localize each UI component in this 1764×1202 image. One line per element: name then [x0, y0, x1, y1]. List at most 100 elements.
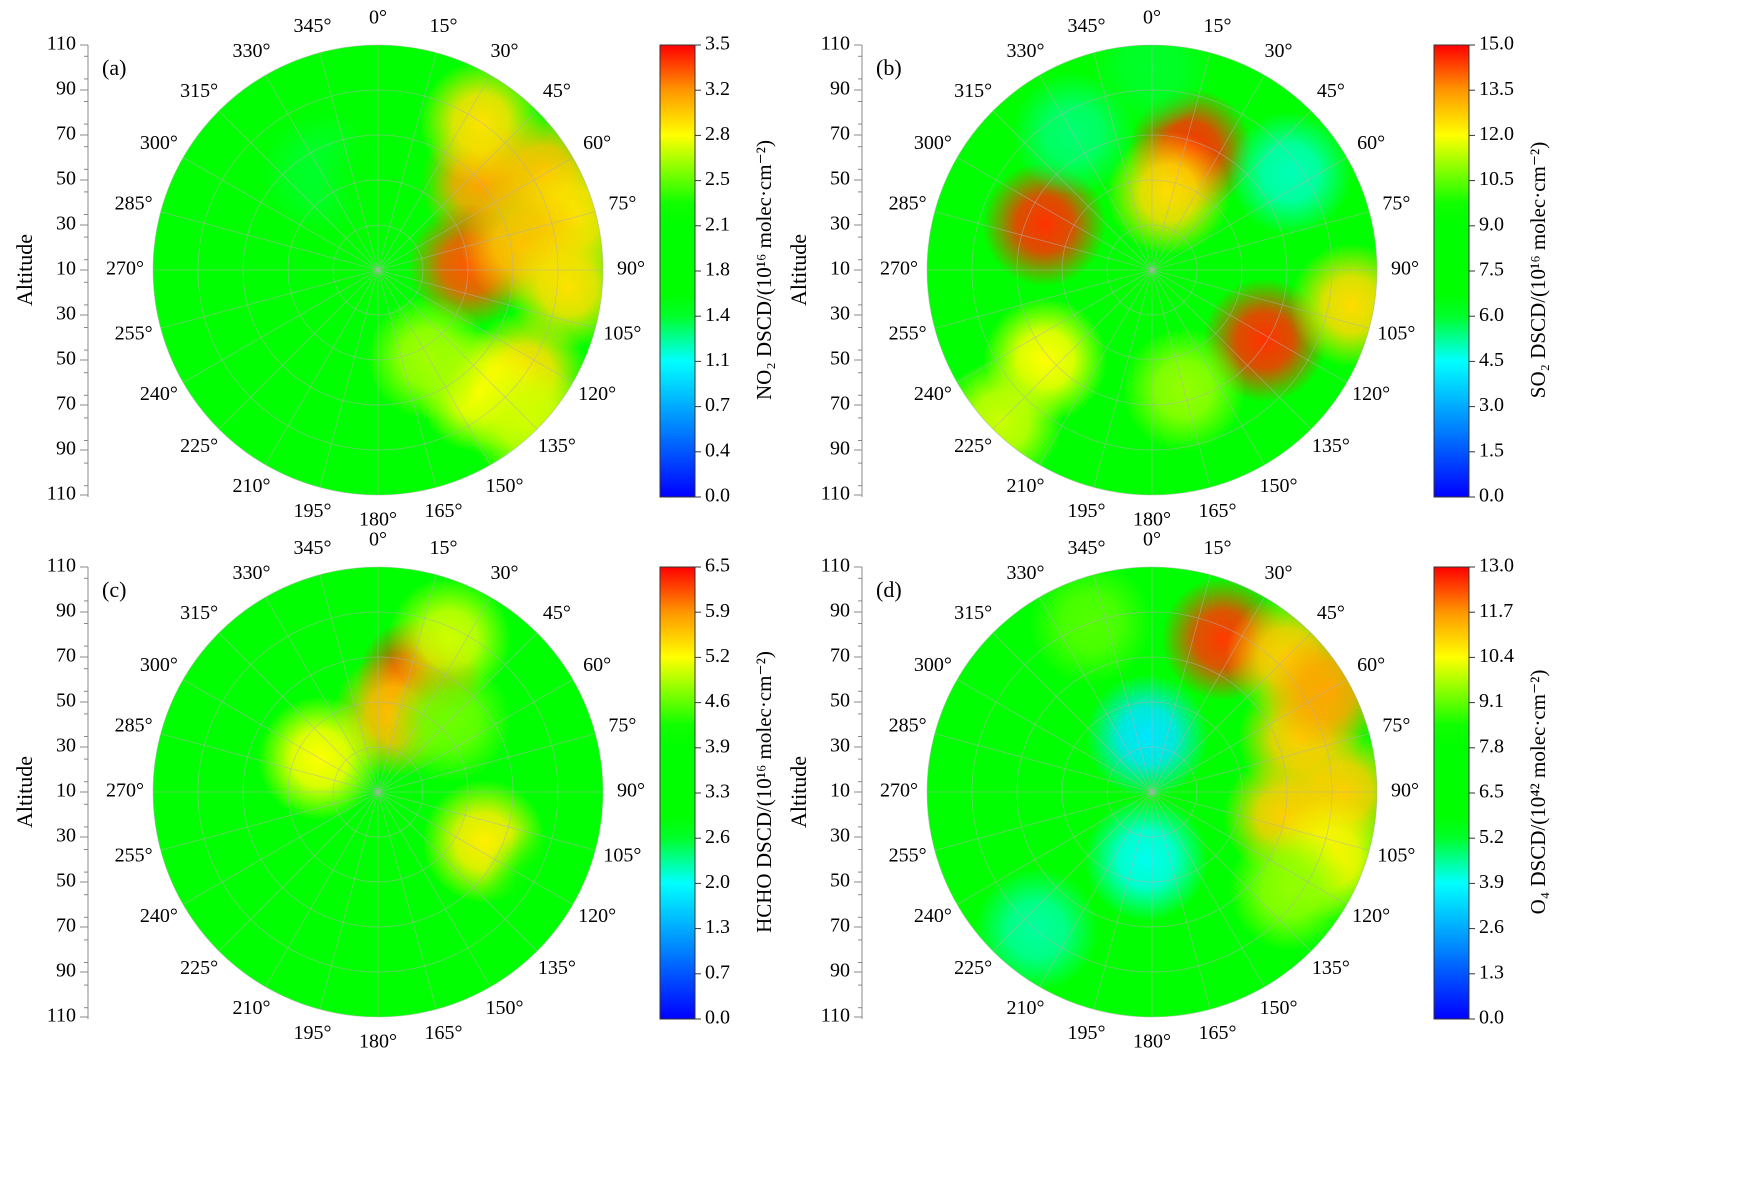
colorbar-tick-label: 5.2 — [1479, 826, 1504, 848]
colorbar-tick-label: 1.1 — [705, 349, 730, 371]
colorbar-tick-label: 7.5 — [1479, 259, 1504, 281]
angle-label: 135° — [538, 435, 576, 457]
angle-label: 270° — [106, 780, 144, 802]
angle-label: 120° — [1352, 383, 1390, 405]
panel-label: (b) — [876, 55, 902, 80]
colorbar-tick-label: 3.5 — [705, 33, 730, 55]
grid-spoke — [377, 791, 596, 851]
grid-spoke — [1039, 74, 1153, 271]
angle-label: 180° — [1133, 509, 1171, 531]
grid-spoke — [377, 679, 574, 793]
grid-spoke — [319, 269, 379, 488]
angle-label: 60° — [583, 654, 611, 676]
colorbar-tick-label: 1.8 — [705, 259, 730, 281]
r-tick-label: 110 — [47, 555, 76, 577]
grid-spoke — [265, 269, 379, 466]
angle-label: 210° — [233, 997, 271, 1019]
angle-label: 195° — [294, 500, 332, 522]
angle-label: 75° — [608, 193, 636, 215]
colorbar-tick-label: 0.0 — [1479, 485, 1504, 507]
angle-label: 210° — [1007, 475, 1045, 497]
grid-spoke — [377, 269, 596, 329]
grid-spoke — [1151, 791, 1312, 952]
r-axis-label: Altitude — [786, 756, 811, 828]
angle-label: 45° — [1317, 602, 1345, 624]
r-tick-label: 50 — [830, 348, 850, 370]
r-tick-label: 110 — [47, 33, 76, 55]
angle-label: 30° — [1265, 562, 1293, 584]
angle-label: 165° — [424, 500, 462, 522]
colorbar-tick-label: 2.5 — [705, 168, 730, 190]
angle-label: 255° — [115, 323, 153, 345]
grid-spoke — [377, 733, 596, 793]
grid-spoke — [218, 269, 379, 430]
grid-spoke — [377, 791, 437, 1010]
r-tick-label: 30 — [830, 825, 850, 847]
colorbar-tick-label: 5.2 — [705, 645, 730, 667]
colorbar-tick-label: 11.7 — [1479, 600, 1513, 622]
colorbar-tick-label: 3.2 — [705, 78, 730, 100]
angle-label: 195° — [294, 1022, 332, 1044]
r-tick-label: 70 — [56, 393, 76, 415]
grid-spoke — [1093, 52, 1153, 271]
grid-spoke — [377, 632, 538, 793]
grid-spoke — [377, 791, 538, 952]
hotspot — [1106, 130, 1231, 255]
colorbar-tick-label: 12.0 — [1479, 123, 1514, 145]
grid-spoke — [377, 269, 538, 430]
colorbar-tick-label: 4.5 — [1479, 349, 1504, 371]
hotspot — [1084, 797, 1209, 922]
angle-label: 225° — [954, 957, 992, 979]
angle-label: 300° — [914, 654, 952, 676]
colorbar-tick-label: 4.6 — [705, 690, 730, 712]
angle-label: 60° — [1357, 654, 1385, 676]
grid-spoke — [1093, 791, 1153, 1010]
angle-label: 45° — [543, 80, 571, 102]
r-tick-label: 50 — [56, 168, 76, 190]
grid-spoke — [1151, 791, 1348, 905]
colorbar-tick-label: 3.0 — [1479, 394, 1504, 416]
grid-spoke — [1151, 269, 1312, 430]
grid-spoke — [1151, 211, 1370, 271]
grid-spoke — [377, 596, 491, 793]
angle-label: 30° — [491, 562, 519, 584]
grid-spoke — [319, 574, 379, 793]
angle-label: 195° — [1068, 500, 1106, 522]
angle-label: 150° — [1260, 475, 1298, 497]
panel: 0° 15° 30° 45° 60° 75° 90° 105° 120° 135° 150° 165°… — [786, 529, 1550, 1053]
grid-spoke — [1151, 157, 1348, 271]
angle-label: 300° — [914, 132, 952, 154]
grid-spoke — [182, 269, 379, 383]
colorbar-tick-label: 15.0 — [1479, 33, 1514, 55]
hotspot — [1228, 111, 1353, 236]
colorbar-tick-label: 0.0 — [705, 1007, 730, 1029]
r-tick-label: 50 — [56, 690, 76, 712]
r-axis-label: Altitude — [12, 756, 37, 828]
angle-label: 330° — [1007, 40, 1045, 62]
grid-spoke — [1151, 632, 1312, 793]
r-tick-label: 50 — [56, 348, 76, 370]
angle-label: 330° — [233, 40, 271, 62]
grid-spoke — [319, 52, 379, 271]
grid-spoke — [377, 791, 491, 988]
panel-label: (d) — [876, 577, 902, 602]
colorbar-tick-label: 10.4 — [1479, 645, 1514, 667]
colorbar-tick-label: 1.5 — [1479, 439, 1504, 461]
colorbar-tick-label: 2.6 — [705, 826, 730, 848]
r-tick-label: 70 — [830, 915, 850, 937]
angle-label: 315° — [954, 80, 992, 102]
angle-label: 0° — [369, 7, 387, 29]
r-tick-label: 70 — [830, 645, 850, 667]
angle-label: 345° — [1068, 15, 1106, 37]
angle-label: 180° — [359, 509, 397, 531]
r-tick-label: 70 — [830, 393, 850, 415]
r-tick-label: 70 — [56, 915, 76, 937]
angle-label: 315° — [954, 602, 992, 624]
grid-spoke — [1151, 791, 1370, 851]
r-tick-label: 90 — [56, 438, 76, 460]
angle-label: 225° — [180, 957, 218, 979]
colorbar-tick-label: 3.9 — [1479, 871, 1504, 893]
angle-label: 45° — [1317, 80, 1345, 102]
grid-spoke — [377, 74, 491, 271]
